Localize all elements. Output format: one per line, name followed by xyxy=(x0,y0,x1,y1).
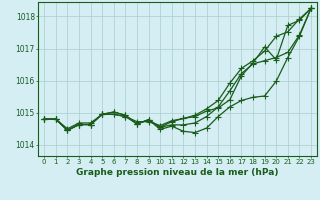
X-axis label: Graphe pression niveau de la mer (hPa): Graphe pression niveau de la mer (hPa) xyxy=(76,168,279,177)
